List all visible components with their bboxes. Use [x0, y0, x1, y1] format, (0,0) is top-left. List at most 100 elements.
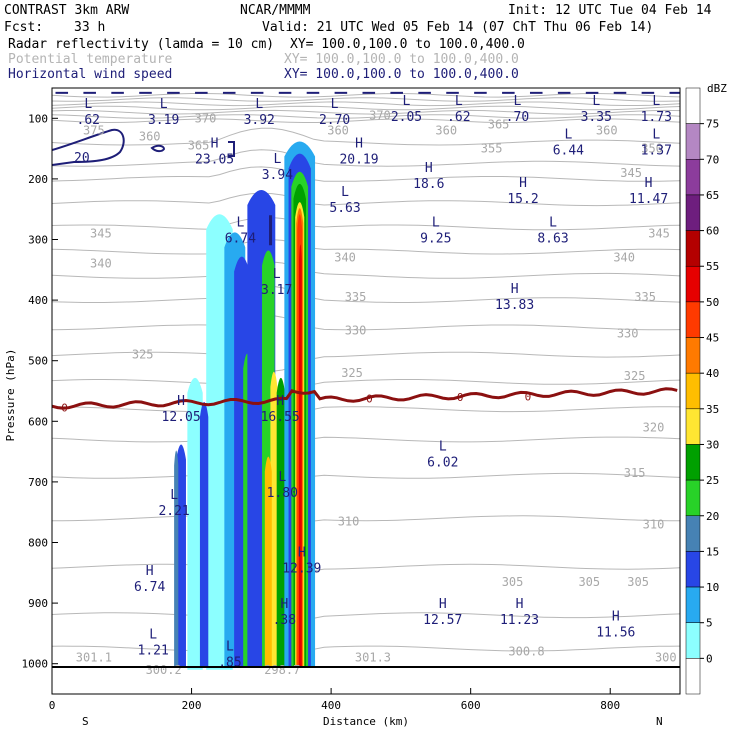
zero-label: 0: [61, 401, 68, 414]
wind-extremum: L3.94: [262, 152, 293, 183]
potential-temperature-contours: [52, 127, 680, 666]
theta-label: 325: [624, 369, 646, 383]
y-tick-label: 200: [28, 173, 48, 186]
theta-label: 300.8: [508, 645, 544, 659]
upper-contour: [52, 101, 680, 107]
theta-contour: [52, 314, 680, 331]
extremum-kind: H: [439, 597, 447, 612]
wind-extremum: H12.39: [282, 546, 321, 577]
colorbar-level: 25: [706, 474, 719, 487]
theta-label: 301.1: [76, 651, 112, 665]
wind-extremum: H12.05: [162, 394, 201, 425]
theta-label: 335: [634, 290, 656, 304]
field-name-reflectivity: Radar reflectivity (lamda = 10 cm): [8, 37, 274, 52]
extremum-value: 11.23: [500, 613, 539, 628]
fcst-value: 33 h: [74, 20, 105, 35]
extremum-kind: H: [516, 597, 524, 612]
zero-label: 0: [525, 390, 532, 403]
wind-extremum: L5.63: [329, 185, 360, 216]
wind-contour-label: 20: [74, 151, 90, 166]
field-xy-theta: XY= 100.0,100.0 to 100.0,400.0: [284, 52, 519, 67]
theta-label: 325: [341, 366, 363, 380]
upper-contour: [52, 92, 680, 98]
wind-extremum: H12.57: [423, 597, 462, 628]
colorbar-level: 45: [706, 332, 719, 345]
colorbar-swatch: [685, 159, 701, 196]
reflectivity-region: [276, 377, 286, 667]
theta-label: 340: [334, 251, 356, 265]
north-label: N: [656, 715, 663, 728]
extremum-kind: L: [170, 488, 178, 503]
theta-contour: [52, 406, 680, 426]
x-tick-label: 600: [461, 699, 481, 712]
extremum-value: 12.39: [282, 562, 321, 577]
theta-label: 345: [620, 166, 642, 180]
theta-labels: 375 370 365 360 370 360 360 365 360 355 350 345 345 3…: [76, 108, 680, 676]
wind-extremum: L3.17: [261, 267, 292, 298]
theta-label: 310: [643, 517, 665, 531]
x-tick-label: 800: [600, 699, 620, 712]
extremum-value: 3.35: [581, 110, 612, 125]
extremum-value: .38: [273, 613, 296, 628]
wind-extremum: L2.05: [391, 94, 422, 125]
wind-extrema: L.62L3.19L3.92L2.70L2.05L.62L.70L3.35L1.…: [77, 94, 672, 670]
extremum-kind: H: [298, 546, 306, 561]
theta-contour: [52, 612, 680, 634]
extremum-value: 5.63: [329, 201, 360, 216]
extremum-kind: L: [341, 185, 349, 200]
extremum-kind: L: [455, 94, 463, 109]
extremum-value: 6.74: [134, 580, 165, 595]
theta-label: 310: [338, 514, 360, 528]
theta-label: 365: [188, 139, 210, 153]
extremum-value: 1.73: [641, 110, 672, 125]
theta-label: 320: [643, 420, 665, 434]
wind-extremum: L6.02: [427, 440, 458, 471]
wind-extremum: L6.74: [225, 215, 256, 246]
extremum-kind: L: [160, 97, 168, 112]
extremum-value: .62: [77, 113, 100, 128]
wind-extremum: L1.73: [641, 94, 672, 125]
extremum-value: 11.56: [596, 625, 635, 640]
reflectivity-region: [199, 402, 209, 667]
extremum-value: 3.17: [261, 283, 292, 298]
upper-contour: [52, 118, 680, 124]
wind-extremum: H18.6: [413, 161, 444, 192]
y-tick-label: 800: [28, 537, 48, 550]
extremum-kind: H: [211, 137, 219, 152]
colorbar-swatch: [685, 194, 701, 231]
colorbar-level: 0: [706, 652, 713, 665]
extremum-value: 11.47: [629, 192, 668, 207]
wind-extremum: L1.21: [138, 627, 169, 658]
colorbar-swatch: [685, 586, 701, 623]
y-axis: 100 200 300 400 500 600 700 800 900 1000: [22, 112, 58, 671]
colorbar-level: 30: [706, 438, 719, 451]
wind-extremum: L3.19: [148, 97, 179, 128]
extremum-kind: H: [276, 394, 284, 409]
wind-extremum: L.62: [77, 97, 100, 128]
extremum-kind: H: [280, 597, 288, 612]
wind-contour-core: [269, 215, 273, 246]
theta-label: 340: [613, 251, 635, 265]
reflectivity-region: [209, 426, 216, 667]
theta-label: 345: [648, 226, 670, 240]
theta-contour: [52, 436, 680, 454]
extremum-kind: H: [146, 564, 154, 579]
extremum-kind: H: [177, 394, 185, 409]
extremum-value: 2.05: [391, 110, 422, 125]
extremum-value: 9.25: [420, 231, 451, 246]
upper-contour: [52, 97, 680, 102]
wind-extremum: H6.74: [134, 564, 165, 595]
extremum-value: 23.05: [195, 153, 234, 168]
theta-contour: [52, 351, 680, 372]
extremum-value: .85: [218, 656, 241, 671]
theta-contour: [52, 239, 680, 255]
upper-contour: [52, 109, 680, 115]
colorbar-level: 55: [706, 260, 719, 273]
extremum-kind: H: [612, 609, 620, 624]
colorbar-level: 50: [706, 296, 719, 309]
colorbar-swatch: [685, 230, 701, 267]
theta-contour: [52, 166, 680, 182]
extremum-kind: L: [226, 640, 234, 655]
colorbar-level: 35: [706, 403, 719, 416]
theta-label: 360: [327, 123, 349, 137]
